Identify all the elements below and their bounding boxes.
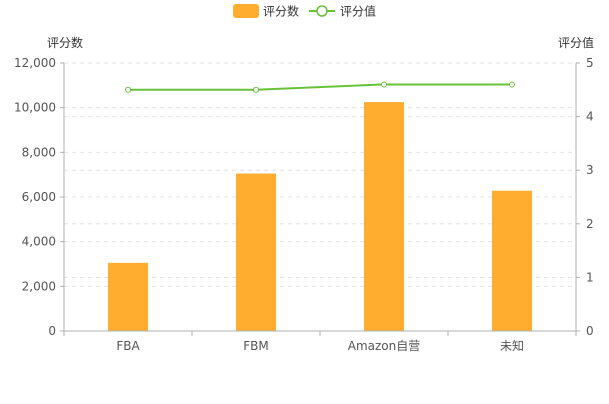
bar [492,190,532,331]
y-axis-right-title: 评分值 [558,35,594,50]
y-axis-left-tick-label: 12,000 [14,56,56,70]
line-point [253,86,259,93]
y-axis-right-tick-label: 5 [586,56,594,70]
bar [364,102,404,331]
line-point [125,86,131,93]
bar-series [108,102,532,331]
line-path [128,83,512,91]
grid-lines [64,62,576,287]
y-axis-left-tick-label: 4,000 [22,235,56,249]
y-axis-right-tick-label: 0 [586,324,594,338]
legend[interactable]: 评分数 评分值 [233,4,376,19]
legend-label-line: 评分值 [340,4,376,19]
y-axis-left-tick-label: 10,000 [14,101,56,115]
line-point [381,81,387,88]
y-axis-right-tick-label: 3 [586,163,594,177]
legend-label-bar: 评分数 [263,4,299,19]
y-axis-left-tick-label: 8,000 [22,145,56,159]
y-axis-left-tick-label: 6,000 [22,190,56,204]
line-point [509,81,515,88]
y-axis-right-tick-label: 1 [586,270,594,284]
line-series [125,81,515,93]
bar [108,262,148,331]
y-axis-right-tick-label: 2 [586,217,594,231]
y-axis-left-tick-label: 2,000 [22,279,56,293]
y-axis-left-tick-label: 0 [48,324,56,338]
legend-swatch-bar [233,4,259,18]
axes: 0 2,000 4,000 6,000 8,000 10,000 12,000 0 1 2 3 4 5 F… [14,56,594,353]
x-axis-tick-label: Amazon自营 [348,339,421,353]
x-axis-tick-label: 未知 [500,339,524,353]
bar [236,173,276,331]
y-axis-left-title: 评分数 [47,35,83,50]
legend-swatch-line-marker [316,5,328,17]
x-axis-tick-label: FBM [243,339,269,353]
x-axis-tick-label: FBA [116,339,140,353]
y-axis-right-tick-label: 4 [586,110,594,124]
